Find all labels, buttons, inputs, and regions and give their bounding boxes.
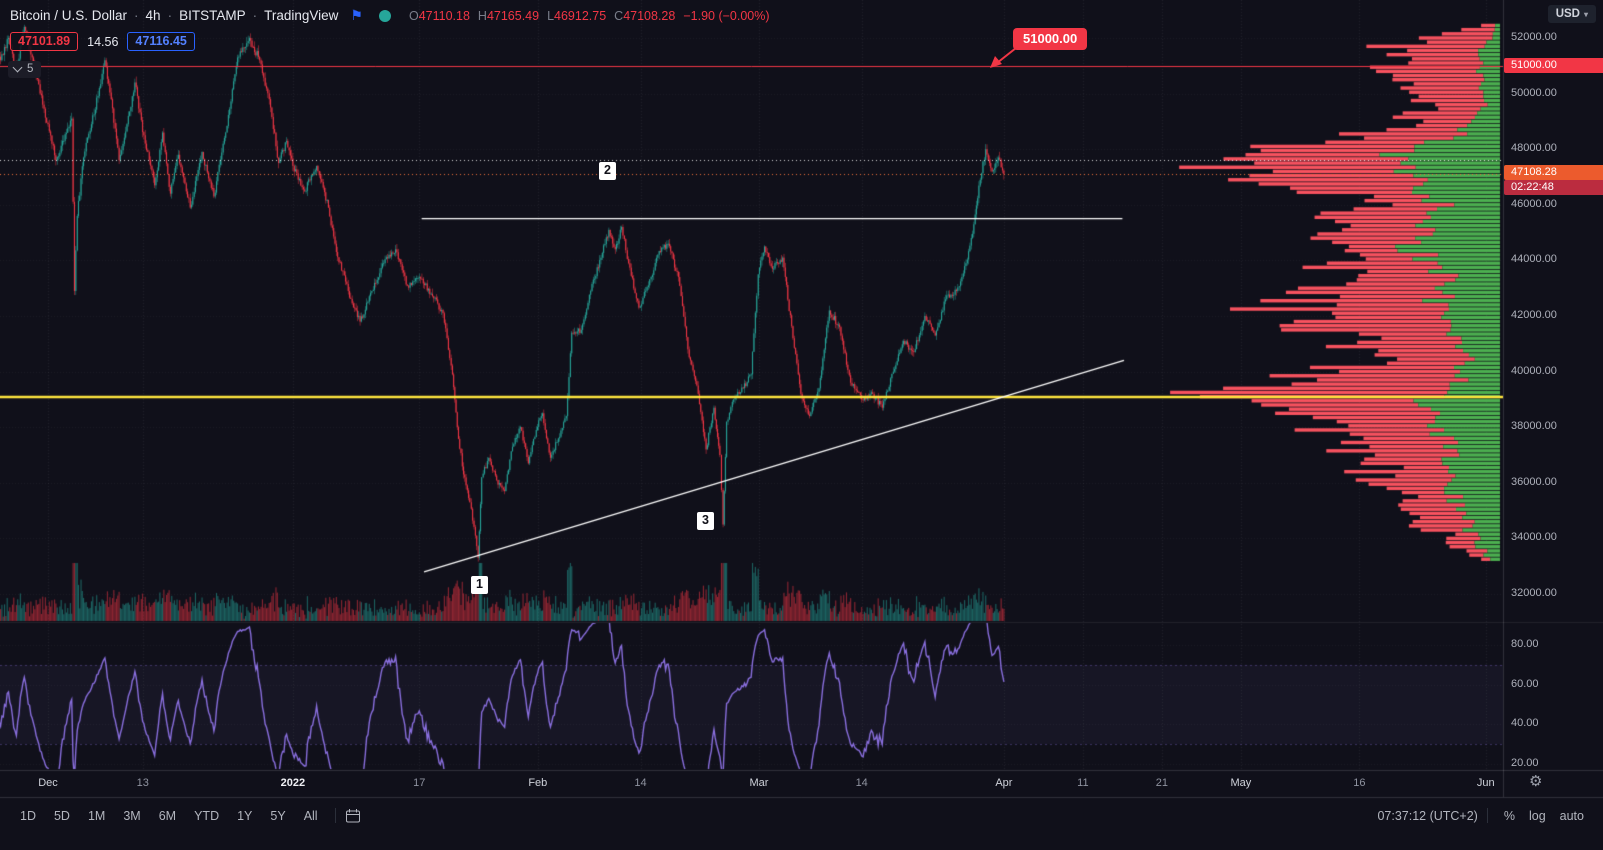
price-tick: 50000.00: [1511, 86, 1557, 99]
time-tick: Feb: [528, 777, 548, 789]
ohlc-values: O47110.18 H47165.49 L46912.75 C47108.28 …: [409, 9, 770, 23]
currency-button[interactable]: USD ▾: [1547, 5, 1596, 23]
indicator-count: 5: [27, 63, 34, 75]
time-tick: May: [1230, 777, 1252, 789]
separator-dot: ·: [134, 8, 139, 23]
price-tick: 32000.00: [1511, 587, 1557, 599]
flag-icon[interactable]: ⚑: [350, 7, 363, 23]
chart-legend: Bitcoin / U.S. Dollar · 4h · BITSTAMP · …: [10, 7, 770, 24]
spread-value: 14.56: [87, 34, 119, 49]
go-to-date-icon[interactable]: [345, 808, 361, 824]
indicator-tick: 80.00: [1511, 638, 1539, 650]
alert-price-label[interactable]: 51000.00: [1504, 58, 1603, 73]
chart-marker-1[interactable]: 1: [471, 576, 488, 594]
range-button-5y[interactable]: 5Y: [270, 808, 286, 823]
exchange-label[interactable]: BITSTAMP: [179, 8, 246, 23]
toolbar-divider: [334, 808, 336, 823]
indicator-tick: 20.00: [1511, 756, 1539, 769]
time-tick: Jun: [1476, 777, 1495, 789]
chart-marker-2[interactable]: 2: [599, 162, 616, 180]
high-label: H: [477, 8, 487, 23]
range-button-all[interactable]: All: [303, 808, 318, 823]
sell-button[interactable]: 47101.89: [10, 32, 79, 51]
buy-sell-row: 47101.89 14.56 47116.45: [10, 32, 195, 51]
price-scale[interactable]: 51000.00 47108.28 02:22:48 52000.00 50000…: [1503, 0, 1603, 770]
price-tick: 34000.00: [1511, 531, 1557, 544]
indicator-tick: 40.00: [1511, 717, 1539, 730]
open-value: 47110.18: [418, 8, 470, 23]
indicators-collapse-button[interactable]: 5: [8, 61, 42, 78]
time-tick: Mar: [749, 777, 769, 789]
time-tick: 13: [136, 777, 149, 789]
buy-button[interactable]: 47116.45: [127, 32, 195, 51]
current-price-label: 47108.28: [1504, 165, 1603, 180]
change-value: −1.90 (−0.00%): [683, 8, 770, 23]
currency-label: USD: [1555, 8, 1580, 20]
range-button-1m[interactable]: 1M: [87, 808, 106, 823]
range-button-1y[interactable]: 1Y: [237, 808, 253, 823]
time-tick: Dec: [38, 777, 58, 789]
time-tick: 21: [1155, 777, 1169, 789]
price-tick: 40000.00: [1511, 364, 1557, 377]
log-scale-button[interactable]: log: [1528, 808, 1546, 823]
time-tick: 11: [1077, 777, 1089, 789]
low-value: 46912.75: [554, 8, 607, 23]
clock-label[interactable]: 07:37:12 (UTC+2): [1377, 808, 1478, 823]
price-tick: 48000.00: [1511, 142, 1557, 155]
price-tick: 44000.00: [1511, 253, 1557, 266]
time-tick: 14: [634, 777, 647, 789]
price-callout[interactable]: 51000.00: [1013, 28, 1088, 50]
platform-label: TradingView: [264, 8, 339, 23]
high-value: 47165.49: [486, 8, 540, 23]
time-tick: 16: [1353, 777, 1366, 789]
toolbar-divider: [1486, 808, 1488, 823]
low-label: L: [547, 8, 555, 23]
price-tick: 46000.00: [1511, 197, 1557, 210]
time-scale[interactable]: Dec 13 2022 17 Feb 14 Mar 14 Apr 11 21 May 16 Jun: [0, 770, 1503, 797]
price-tick: 42000.00: [1511, 309, 1557, 321]
market-open-icon: [378, 9, 391, 22]
open-label: O: [408, 8, 419, 23]
close-label: C: [614, 8, 624, 23]
chevron-down-icon: [12, 62, 23, 73]
caret-down-icon: ▾: [1583, 9, 1588, 19]
time-tick: 17: [413, 777, 426, 789]
close-value: 47108.28: [623, 8, 676, 23]
percent-scale-button[interactable]: %: [1503, 808, 1515, 823]
gear-icon[interactable]: ⚙: [1529, 773, 1543, 790]
time-tick: Apr: [995, 777, 1013, 789]
range-buttons: 1D 5D 1M 3M 6M YTD 1Y 5Y All: [12, 806, 326, 826]
interval-label[interactable]: 4h: [145, 8, 161, 23]
range-button-5d[interactable]: 5D: [53, 808, 70, 823]
time-tick: 14: [855, 777, 868, 789]
countdown-label: 02:22:48: [1504, 180, 1603, 195]
time-tick: 2022: [280, 777, 306, 789]
range-button-ytd[interactable]: YTD: [194, 808, 220, 823]
bottom-toolbar: 1D 5D 1M 3M 6M YTD 1Y 5Y All 07:37:12 (UTC+2) % …: [0, 797, 1603, 834]
price-tick: 38000.00: [1511, 420, 1557, 433]
chart-marker-3[interactable]: 3: [697, 512, 714, 530]
separator-dot: ·: [167, 8, 173, 23]
price-tick: 52000.00: [1511, 31, 1557, 43]
callout-pointer-icon: [990, 47, 1017, 68]
auto-scale-button[interactable]: auto: [1559, 808, 1584, 823]
price-tick: 36000.00: [1511, 475, 1557, 488]
symbol-title[interactable]: Bitcoin / U.S. Dollar: [10, 8, 128, 23]
range-button-6m[interactable]: 6M: [158, 808, 177, 823]
separator-dot: ·: [252, 8, 258, 23]
range-button-3m[interactable]: 3M: [123, 808, 141, 823]
indicator-tick: 60.00: [1511, 677, 1539, 690]
range-button-1d[interactable]: 1D: [20, 808, 36, 823]
